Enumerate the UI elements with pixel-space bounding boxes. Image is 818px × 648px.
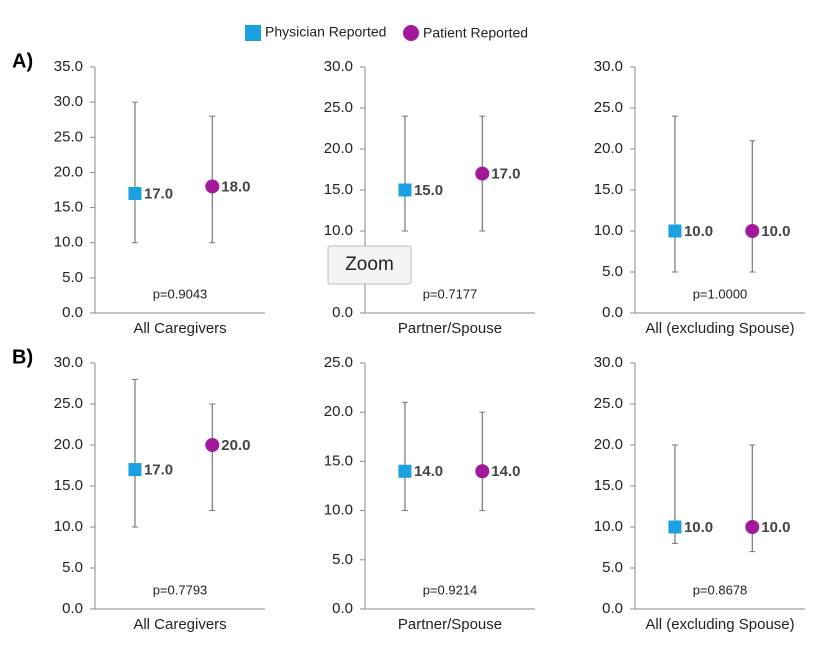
y-tick-label: 25.0: [594, 99, 623, 116]
x-tick-label: All Caregivers: [133, 616, 226, 633]
y-tick-label: 25.0: [54, 395, 83, 412]
data-label: 10.0: [761, 519, 790, 536]
x-tick-label: Partner/Spouse: [398, 616, 502, 633]
y-tick-label: 15.0: [594, 181, 623, 198]
y-tick-label: 10.0: [54, 234, 83, 251]
y-tick-label: 0.0: [62, 304, 83, 321]
data-label: 17.0: [491, 166, 520, 183]
y-tick-label: 35.0: [54, 58, 83, 75]
legend-swatch: [245, 25, 261, 41]
marker: [668, 520, 682, 534]
x-tick-label: All (excluding Spouse): [645, 616, 794, 633]
data-label: 14.0: [414, 463, 443, 480]
marker: [745, 224, 760, 238]
y-tick-label: 5.0: [602, 559, 623, 576]
y-tick-label: 0.0: [332, 304, 353, 321]
annotation: p=0.7177: [423, 286, 478, 301]
y-tick-label: 10.0: [54, 518, 83, 535]
annotation: p=0.8678: [693, 582, 748, 597]
y-tick-label: 10.0: [594, 222, 623, 239]
y-tick-label: 20.0: [594, 436, 623, 453]
legend-label: Patient Reported: [423, 25, 528, 41]
y-tick-label: 10.0: [594, 518, 623, 535]
y-tick-label: 25.0: [324, 99, 353, 116]
x-tick-label: Partner/Spouse: [398, 320, 502, 337]
y-tick-label: 0.0: [602, 600, 623, 617]
y-tick-label: 20.0: [324, 140, 353, 157]
marker: [128, 187, 142, 201]
y-tick-label: 5.0: [332, 551, 353, 568]
y-tick-label: 15.0: [324, 181, 353, 198]
tooltip: Zoom: [327, 245, 412, 285]
y-tick-label: 0.0: [332, 600, 353, 617]
y-tick-label: 5.0: [602, 263, 623, 280]
data-label: 15.0: [414, 182, 443, 199]
y-tick-label: 25.0: [594, 395, 623, 412]
y-tick-label: 5.0: [62, 269, 83, 286]
y-tick-label: 15.0: [594, 477, 623, 494]
y-tick-label: 0.0: [62, 600, 83, 617]
data-label: 14.0: [491, 463, 520, 480]
data-label: 10.0: [761, 223, 790, 240]
marker: [745, 520, 760, 534]
y-tick-label: 30.0: [324, 58, 353, 75]
y-tick-label: 15.0: [54, 199, 83, 216]
tooltip-text: Zoom: [345, 254, 394, 275]
marker: [205, 438, 220, 452]
y-tick-label: 10.0: [324, 222, 353, 239]
panel-label: A): [12, 50, 33, 72]
data-label: 20.0: [221, 437, 250, 454]
y-tick-label: 20.0: [54, 436, 83, 453]
marker: [398, 464, 412, 478]
data-label: 18.0: [221, 178, 250, 195]
panel-label: B): [12, 346, 33, 368]
annotation: p=0.9043: [153, 286, 208, 301]
marker: [128, 463, 142, 477]
y-tick-label: 25.0: [54, 128, 83, 145]
y-tick-label: 25.0: [324, 354, 353, 371]
data-label: 17.0: [144, 185, 173, 202]
y-tick-label: 20.0: [324, 403, 353, 420]
y-tick-label: 30.0: [54, 93, 83, 110]
marker: [668, 224, 682, 238]
y-tick-label: 5.0: [62, 559, 83, 576]
y-tick-label: 30.0: [594, 58, 623, 75]
data-label: 17.0: [144, 462, 173, 479]
marker: [398, 183, 412, 197]
annotation: p=0.7793: [153, 582, 208, 597]
x-tick-label: All (excluding Spouse): [645, 320, 794, 337]
data-label: 10.0: [684, 223, 713, 240]
marker: [475, 464, 490, 479]
data-label: 10.0: [684, 519, 713, 536]
y-tick-label: 20.0: [54, 163, 83, 180]
y-tick-label: 15.0: [324, 452, 353, 469]
tooltip-box: [327, 245, 412, 285]
y-tick-label: 10.0: [324, 502, 353, 519]
annotation: p=0.9214: [423, 582, 478, 597]
legend-swatch: [403, 25, 419, 41]
y-tick-label: 30.0: [54, 354, 83, 371]
y-tick-label: 30.0: [594, 354, 623, 371]
x-tick-label: All Caregivers: [133, 320, 226, 337]
y-tick-label: 20.0: [594, 140, 623, 157]
y-tick-label: 15.0: [54, 477, 83, 494]
legend-label: Physician Reported: [265, 24, 386, 40]
annotation: p=1.0000: [693, 286, 748, 301]
marker: [205, 179, 220, 194]
y-tick-label: 0.0: [602, 304, 623, 321]
marker: [475, 166, 490, 181]
